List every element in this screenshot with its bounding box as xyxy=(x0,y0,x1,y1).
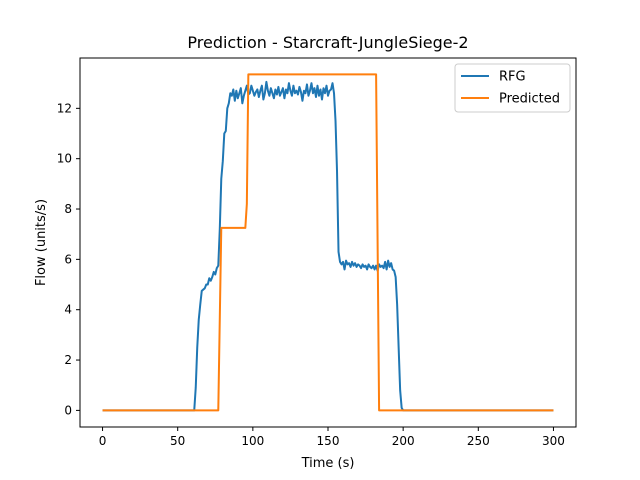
legend: RFG Predicted xyxy=(454,63,571,113)
plot-area xyxy=(102,73,554,412)
y-tick-label: 0 xyxy=(64,403,72,417)
y-tick-label: 10 xyxy=(57,152,72,166)
x-tick-label: 0 xyxy=(99,434,107,448)
y-axis-label: Flow (units/s) xyxy=(34,199,49,286)
legend-label-predicted: Predicted xyxy=(499,92,560,107)
x-tick-label: 300 xyxy=(542,434,565,448)
x-tick-label: 250 xyxy=(467,434,490,448)
axes-frame xyxy=(79,57,577,428)
x-tick-label: 150 xyxy=(317,434,340,448)
y-tick-label: 8 xyxy=(64,202,72,216)
x-axis: 0 50 100 150 200 250 300 xyxy=(99,427,565,448)
y-axis: 0 2 4 6 8 10 12 xyxy=(57,101,80,417)
y-tick-label: 6 xyxy=(64,252,72,266)
chart-title: Prediction - Starcraft-JungleSiege-2 xyxy=(187,33,468,52)
legend-label-rfg: RFG xyxy=(499,70,526,85)
y-tick-label: 2 xyxy=(64,353,72,367)
x-tick-label: 200 xyxy=(392,434,415,448)
x-tick-label: 50 xyxy=(170,434,185,448)
x-tick-label: 100 xyxy=(241,434,264,448)
series-line-predicted xyxy=(102,73,554,412)
series-line-rfg xyxy=(102,80,554,412)
y-tick-label: 12 xyxy=(57,101,72,115)
x-axis-label: Time (s) xyxy=(301,456,355,471)
y-tick-label: 4 xyxy=(64,303,72,317)
